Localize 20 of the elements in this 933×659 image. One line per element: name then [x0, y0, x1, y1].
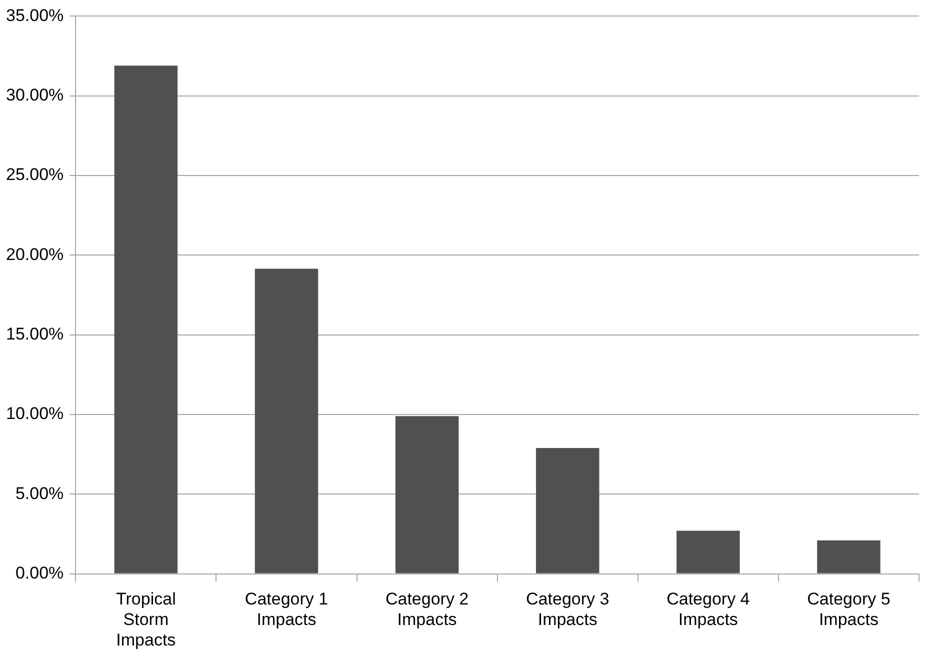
y-tick-label: 10.00% [6, 404, 64, 424]
y-tick-label: 20.00% [6, 244, 64, 264]
bar [254, 268, 318, 574]
bar [395, 416, 459, 574]
bar [817, 540, 880, 574]
bar [114, 66, 178, 574]
x-tick-label: Category 4 Impacts [666, 590, 750, 630]
y-tick-label: 15.00% [6, 324, 64, 344]
bar [676, 530, 740, 574]
y-tick-label: 35.00% [6, 6, 64, 25]
y-tick-label: 5.00% [15, 484, 64, 503]
x-tick-label: Category 5 Impacts [807, 590, 890, 630]
x-tick-label: Tropical Storm Impacts [116, 590, 176, 650]
y-tick-label: 0.00% [15, 563, 64, 582]
x-tick-label: Category 1 Impacts [244, 590, 328, 630]
y-tick-label: 30.00% [6, 86, 64, 105]
x-tick-label: Category 2 Impacts [385, 590, 469, 630]
x-tick-label: Category 3 Impacts [526, 590, 610, 630]
bar [536, 448, 600, 574]
y-tick-label: 25.00% [6, 165, 64, 184]
